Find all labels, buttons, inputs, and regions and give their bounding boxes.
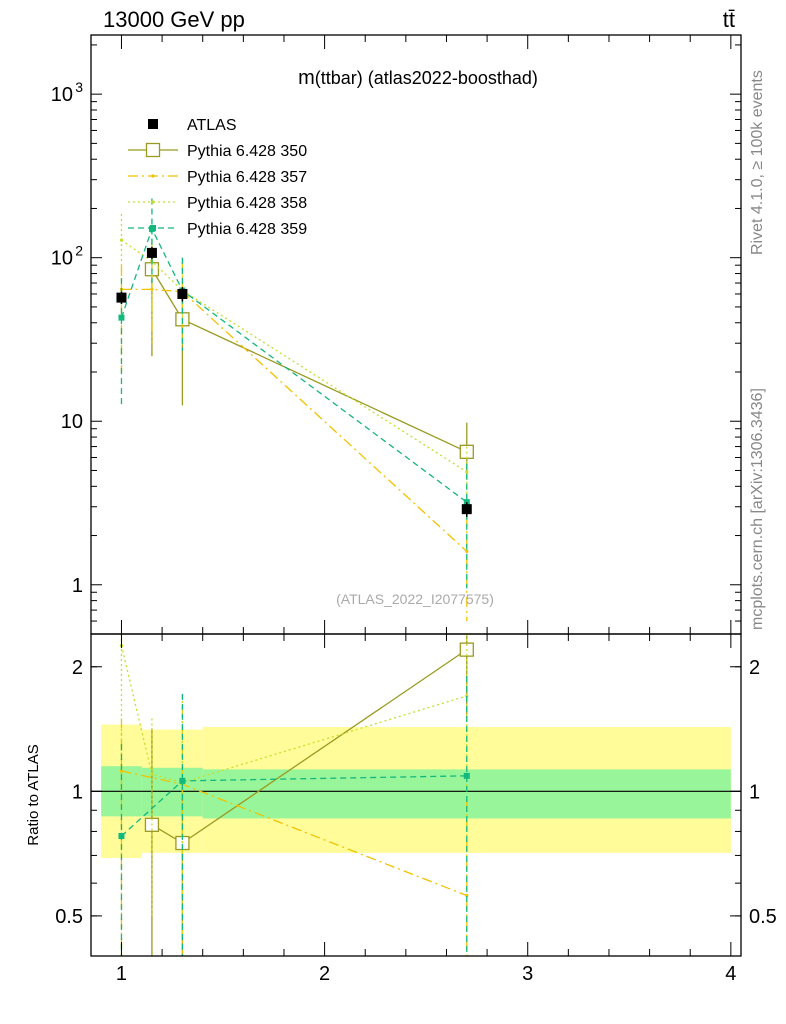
- legend-marker-p358: [151, 200, 155, 204]
- mcplots-source-label: mcplots.cern.ch [arXiv:1306.3436]: [749, 388, 766, 630]
- marker-p358: [465, 470, 469, 474]
- y-tick-label-right: 0.5: [749, 906, 777, 928]
- panel-frame: [90, 633, 742, 957]
- x-tick-label: 4: [725, 963, 736, 985]
- series-line-p350: [151, 268, 468, 453]
- y-tick-label: 10: [51, 248, 73, 270]
- title-prefix: m: [298, 67, 315, 89]
- ratio-panel-axes: 0.5 0.5 1 1 2 2 1 2 3 4: [55, 633, 777, 985]
- marker-p358: [150, 772, 154, 776]
- legend-item-p357: Pythia 6.428 357: [128, 169, 307, 186]
- y-tick-label: 0.5: [55, 906, 83, 928]
- series-line-p358: [120, 645, 467, 784]
- marker-p357: [465, 549, 469, 553]
- x-tick-label: 1: [116, 963, 127, 985]
- legend-marker-p359: [150, 225, 156, 231]
- data-point: [461, 504, 472, 515]
- energy-label: 13000 GeV pp: [103, 7, 245, 32]
- data-point: [146, 247, 157, 258]
- marker-p359: [463, 772, 470, 779]
- legend: ATLAS Pythia 6.428 350 Pythia 6.428 357 Pyt…: [128, 117, 307, 238]
- analysis-watermark: (ATLAS_2022_I2077575): [336, 591, 494, 607]
- title-rest: (ttbar) (atlas2022-boosthad): [315, 68, 538, 88]
- series-line-p358: [121, 239, 468, 473]
- marker-p358: [119, 238, 124, 242]
- data-point: [116, 292, 127, 303]
- legend-label-p350: Pythia 6.428 350: [187, 143, 307, 160]
- y-tick-label: 1: [72, 781, 83, 803]
- process-label: tt̄: [723, 7, 735, 32]
- y-tick-exponent: 2: [75, 243, 83, 259]
- series-line-p357: [121, 288, 468, 552]
- y-tick-exponent: 3: [75, 79, 83, 95]
- legend-item-p359: Pythia 6.428 359: [128, 221, 307, 238]
- ratio-panel-content: [91, 634, 741, 956]
- marker-p359: [118, 314, 125, 321]
- main-panel-content: [116, 198, 474, 622]
- legend-label-data: ATLAS: [187, 117, 237, 134]
- y-tick-label-right: 2: [749, 657, 760, 679]
- legend-label-p358: Pythia 6.428 358: [187, 195, 307, 212]
- legend-item-data: ATLAS: [148, 117, 237, 134]
- ratio-panel: 0.5 0.5 1 1 2 2 1 2 3 4 Ratio to ATLAS: [25, 633, 777, 985]
- y-tick-label: 10: [61, 411, 83, 433]
- x-tick-label: 2: [319, 963, 330, 985]
- legend-marker-p350: [145, 142, 161, 158]
- y-tick-label: 1: [72, 575, 83, 597]
- ratio-ylabel: Ratio to ATLAS: [25, 744, 42, 845]
- legend-item-p358: Pythia 6.428 358: [128, 195, 307, 212]
- legend-marker-p357: [151, 174, 155, 178]
- data-point: [177, 288, 188, 299]
- legend-item-p350: Pythia 6.428 350: [128, 142, 307, 160]
- marker-p359: [118, 832, 125, 839]
- y-tick-label: 10: [51, 84, 73, 106]
- legend-label-p357: Pythia 6.428 357: [187, 169, 307, 186]
- y-tick-label-right: 1: [749, 781, 760, 803]
- x-tick-label: 3: [522, 963, 533, 985]
- series-line-p359: [120, 227, 468, 503]
- rivet-version-label: Rivet 4.1.0, ≥ 100k events: [749, 70, 766, 255]
- legend-marker-data: [148, 119, 158, 129]
- main-plot-title: m(ttbar) (atlas2022-boosthad): [298, 67, 538, 89]
- y-tick-label: 2: [72, 657, 83, 679]
- legend-label-p359: Pythia 6.428 359: [187, 221, 307, 238]
- marker-p357: [465, 893, 469, 898]
- marker-p358: [465, 694, 469, 698]
- marker-p359: [179, 777, 186, 784]
